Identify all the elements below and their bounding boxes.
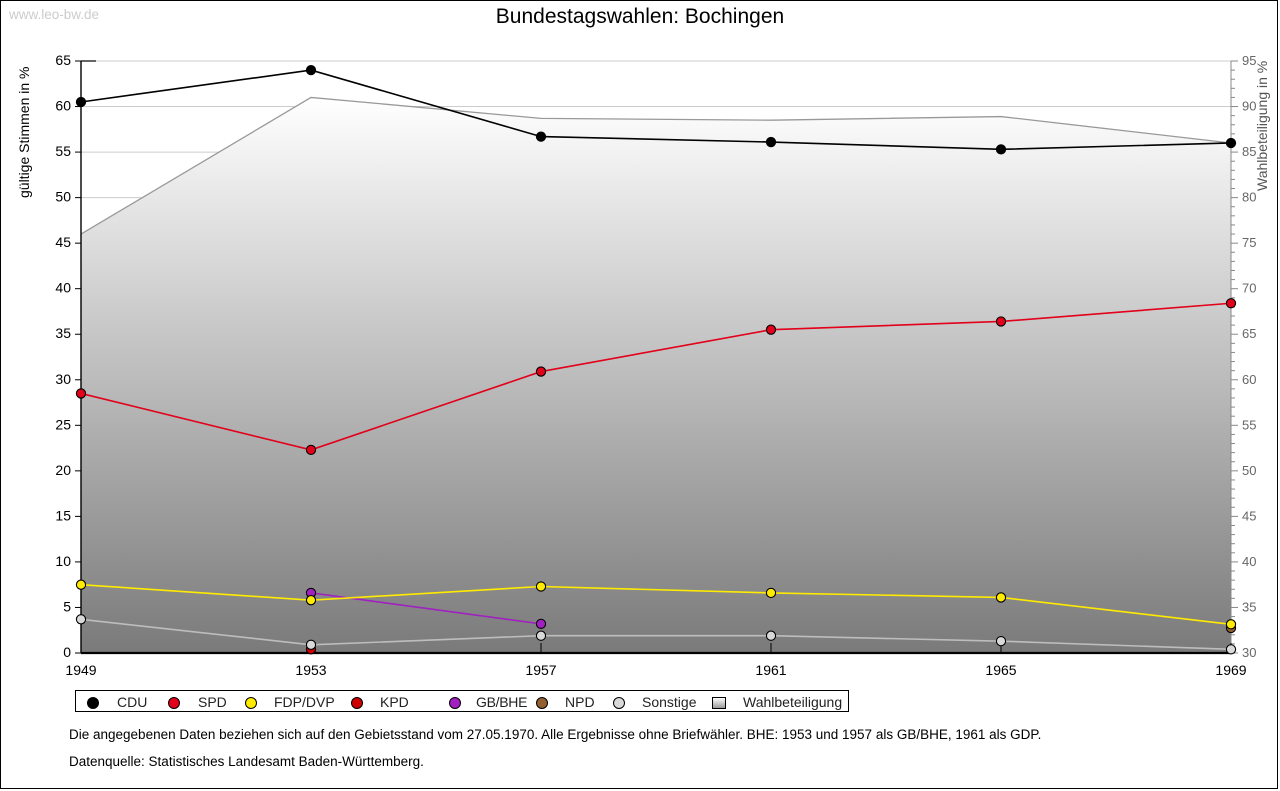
svg-text:10: 10 bbox=[55, 553, 71, 569]
svg-text:55: 55 bbox=[1242, 417, 1256, 432]
svg-text:40: 40 bbox=[1242, 554, 1256, 569]
svg-text:1957: 1957 bbox=[525, 662, 556, 678]
svg-text:30: 30 bbox=[55, 371, 71, 387]
svg-text:65: 65 bbox=[55, 52, 71, 68]
svg-text:1965: 1965 bbox=[985, 662, 1016, 678]
svg-text:0: 0 bbox=[63, 644, 71, 660]
svg-text:85: 85 bbox=[1242, 144, 1256, 159]
svg-text:15: 15 bbox=[55, 507, 71, 523]
svg-text:30: 30 bbox=[1242, 645, 1256, 660]
svg-text:75: 75 bbox=[1242, 235, 1256, 250]
svg-text:55: 55 bbox=[55, 143, 71, 159]
svg-text:40: 40 bbox=[55, 280, 71, 296]
svg-text:35: 35 bbox=[55, 325, 71, 341]
svg-text:20: 20 bbox=[55, 462, 71, 478]
svg-text:1961: 1961 bbox=[755, 662, 786, 678]
svg-text:1953: 1953 bbox=[295, 662, 326, 678]
svg-text:60: 60 bbox=[1242, 372, 1256, 387]
svg-text:25: 25 bbox=[55, 416, 71, 432]
svg-text:70: 70 bbox=[1242, 281, 1256, 296]
svg-text:45: 45 bbox=[55, 234, 71, 250]
svg-text:95: 95 bbox=[1242, 53, 1256, 68]
svg-text:5: 5 bbox=[63, 598, 71, 614]
svg-text:45: 45 bbox=[1242, 508, 1256, 523]
svg-text:1969: 1969 bbox=[1215, 662, 1246, 678]
svg-text:80: 80 bbox=[1242, 190, 1256, 205]
svg-text:50: 50 bbox=[55, 189, 71, 205]
svg-text:35: 35 bbox=[1242, 599, 1256, 614]
svg-text:50: 50 bbox=[1242, 463, 1256, 478]
svg-text:65: 65 bbox=[1242, 326, 1256, 341]
svg-text:1949: 1949 bbox=[65, 662, 96, 678]
svg-text:60: 60 bbox=[55, 98, 71, 114]
svg-text:90: 90 bbox=[1242, 99, 1256, 114]
